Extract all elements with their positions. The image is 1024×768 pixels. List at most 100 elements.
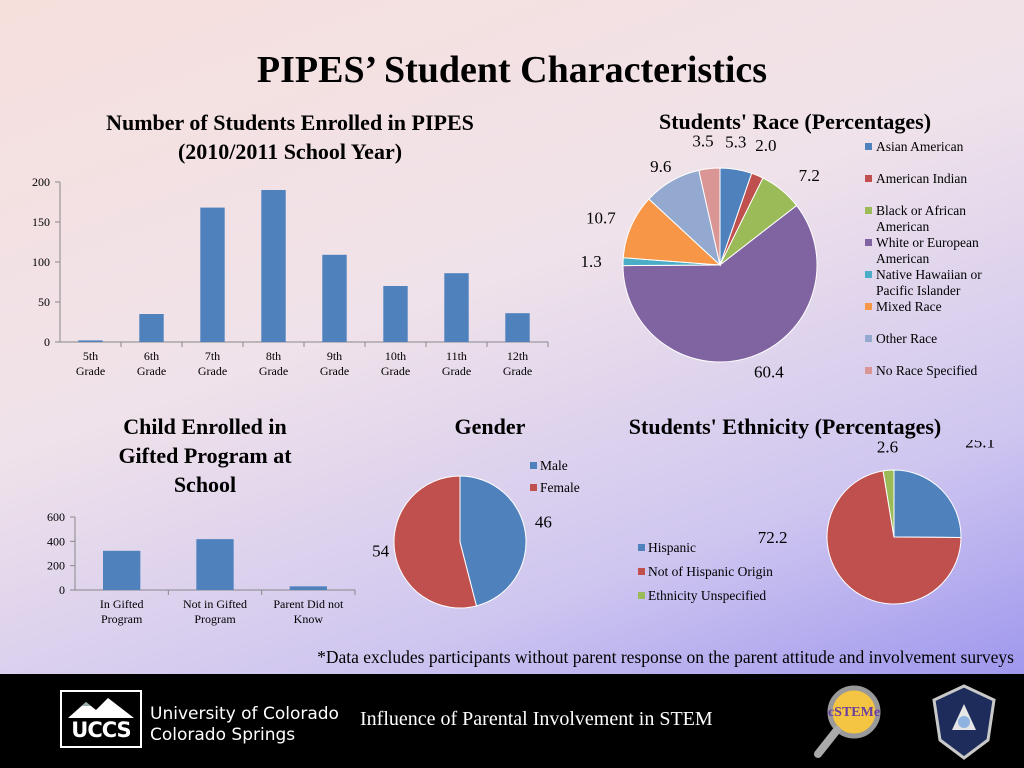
legend-label: Female: [540, 480, 580, 495]
bar: [444, 273, 469, 342]
enrollment-chart-title: Number of Students Enrolled in PIPES (20…: [60, 108, 520, 166]
cstem-magnifier-logo: cSTEMe: [814, 685, 881, 758]
gender-chart-title: Gender: [454, 414, 526, 439]
legend-label: Black or African: [876, 203, 966, 218]
legend-label: Native Hawaiian or: [876, 267, 982, 282]
legend-swatch: [865, 239, 872, 246]
legend-label: Hispanic: [648, 540, 696, 555]
mountain-icon: [68, 698, 134, 718]
legend-label: White or European: [876, 235, 979, 250]
legend-swatch: [865, 367, 872, 374]
data-label: 60.4: [754, 362, 784, 381]
data-label: 9.6: [650, 157, 671, 176]
legend-label: Ethnicity Unspecified: [648, 588, 766, 603]
x-tick-label: 8th: [266, 349, 281, 363]
x-tick-label: 10th: [385, 349, 406, 363]
legend-label: American Indian: [876, 171, 967, 186]
legend-swatch: [530, 484, 537, 491]
legend-swatch: [865, 143, 872, 150]
pie-slice: [622, 204, 818, 363]
legend-label: Male: [540, 458, 568, 473]
pie-slice: [459, 475, 527, 607]
data-label: 2.0: [755, 136, 776, 155]
bar: [200, 207, 225, 342]
crest-emblem-icon: [932, 684, 996, 760]
slide-title: PIPES’ Student Characteristics: [256, 49, 768, 91]
x-tick-label: Parent Did not: [273, 597, 344, 611]
bar: [289, 586, 327, 590]
data-label: 10.7: [586, 208, 616, 227]
legend-label: American: [876, 251, 929, 266]
legend-label: Mixed Race: [876, 299, 942, 314]
bar: [505, 313, 530, 342]
x-tick-label: Grade: [503, 364, 532, 378]
data-label: 54: [372, 542, 390, 561]
footnote: *Data excludes participants without pare…: [317, 647, 1014, 667]
gender-pie-chart: 46 54 Male Female: [372, 458, 580, 609]
data-label: 1.3: [580, 252, 601, 271]
pie-slice: [698, 167, 721, 266]
data-label: 5.3: [725, 135, 746, 152]
university-line1: University of Colorado: [150, 704, 339, 724]
race-chart-title: Students' Race (Percentages): [658, 109, 932, 134]
x-tick-label: 12th: [507, 349, 528, 363]
uccs-logo: UCCS: [60, 690, 142, 748]
x-tick-label: 11th: [446, 349, 467, 363]
bar: [383, 286, 408, 342]
x-tick-label: Program: [194, 612, 236, 626]
data-label: 2.6: [877, 440, 898, 456]
cstem-logo-text: cSTEMe: [828, 705, 880, 720]
x-tick-label: Grade: [320, 364, 349, 378]
enrollment-bar-chart: 0501001502005thGrade6thGrade7thGrade8thG…: [32, 175, 549, 378]
x-tick-label: Grade: [259, 364, 288, 378]
data-label: 25.1: [965, 440, 995, 451]
legend-label: American: [876, 219, 929, 234]
legend-swatch: [865, 271, 872, 278]
bar: [261, 190, 286, 342]
gifted-title-line2: Gifted Program at: [118, 443, 292, 468]
y-tick-label: 400: [47, 534, 65, 548]
race-pie-chart: 5.3 2.0 7.2 60.4 1.3 10.7 9.6 3.5 Asian American…: [580, 135, 982, 381]
bar: [78, 340, 103, 342]
data-label: 46: [535, 512, 552, 531]
x-tick-label: In Gifted: [100, 597, 144, 611]
gifted-title-line1: Child Enrolled in: [123, 414, 287, 439]
legend-label: Asian American: [876, 139, 964, 154]
bar: [139, 314, 164, 342]
ethnicity-chart-title: Students' Ethnicity (Percentages): [628, 414, 942, 439]
bar: [322, 254, 347, 342]
legend-swatch: [865, 207, 872, 214]
x-tick-label: Not in Gifted: [183, 597, 247, 611]
footer-center-text: Influence of Parental Involvement in STE…: [360, 708, 713, 730]
university-name: University of Colorado Colorado Springs: [150, 704, 339, 746]
legend-label: Other Race: [876, 331, 937, 346]
ethnicity-pie-chart: 25.1 72.2 2.6 Hispanic Not of Hispanic Origi…: [638, 440, 995, 605]
legend-swatch: [865, 335, 872, 342]
x-tick-label: Grade: [442, 364, 471, 378]
legend-swatch: [638, 568, 645, 575]
legend-label: No Race Specified: [876, 363, 977, 378]
data-label: 72.2: [758, 528, 788, 547]
legend-swatch: [530, 462, 537, 469]
x-tick-label: Grade: [76, 364, 105, 378]
x-tick-label: 5th: [83, 349, 98, 363]
y-tick-label: 0: [44, 335, 50, 349]
footer-bar: UCCS University of Colorado Colorado Spr…: [0, 674, 1024, 768]
y-tick-label: 600: [47, 510, 65, 524]
pie-slice: [393, 475, 478, 609]
legend-swatch: [865, 175, 872, 182]
y-tick-label: 200: [32, 175, 50, 189]
pie-slice: [893, 469, 962, 539]
data-label: 3.5: [692, 135, 713, 151]
x-tick-label: 7th: [205, 349, 220, 363]
x-tick-label: 6th: [144, 349, 159, 363]
data-label: 7.2: [799, 166, 820, 185]
x-tick-label: Grade: [381, 364, 410, 378]
x-tick-label: Program: [101, 612, 143, 626]
pie-slice: [826, 470, 962, 605]
x-tick-label: 9th: [327, 349, 342, 363]
y-tick-label: 150: [32, 215, 50, 229]
bar: [196, 539, 234, 590]
x-tick-label: Know: [294, 612, 324, 626]
